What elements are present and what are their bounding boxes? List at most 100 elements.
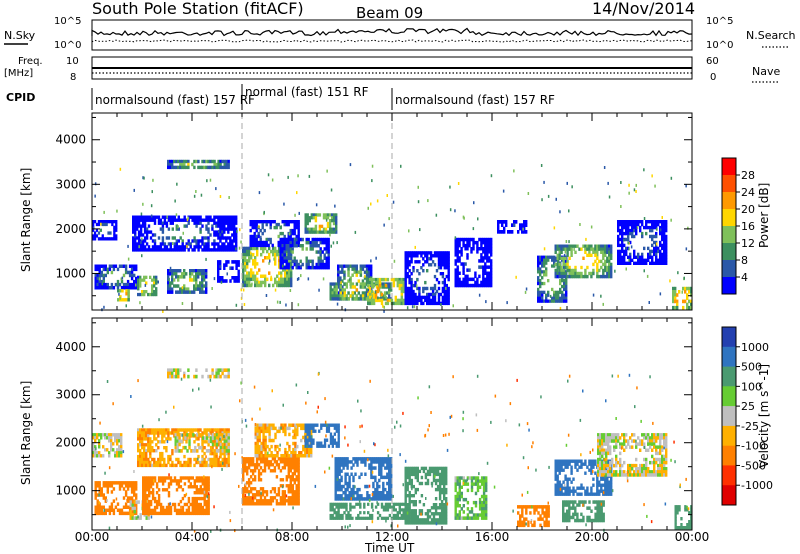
heatmap-cell [291,220,294,224]
heatmap-cell [478,274,481,279]
heatmap-cell [458,283,461,288]
heatmap-cell [416,286,419,291]
scatter-cell [485,300,487,304]
scatter-cell [258,225,260,229]
heatmap-cell [422,301,425,306]
heatmap-cell [340,457,343,461]
heatmap-cell [384,475,387,480]
heatmap-cell [625,246,628,251]
heatmap-cell [663,258,666,262]
heatmap-cell [343,288,346,292]
heatmap-cell [189,215,192,219]
heatmap-cell [260,426,263,431]
heatmap-cell [142,488,145,492]
heatmap-cell [94,286,97,290]
heatmap-cell [175,463,178,468]
heatmap-cell [183,482,187,486]
heatmap-cell [295,484,298,488]
heatmap-cell [199,165,202,170]
heatmap-cell [144,491,147,495]
heatmap-cell [199,505,202,510]
heatmap-cell [484,247,487,251]
heatmap-cell [424,286,427,291]
heatmap-cell [562,259,565,264]
heatmap-cell [219,460,222,465]
heatmap-cell [635,225,638,230]
heatmap-cell [327,262,330,267]
heatmap-cell [153,457,156,462]
scatter-cell [139,301,141,305]
heatmap-cell [193,245,196,249]
heatmap-cell [268,432,271,437]
heatmap-cell [439,266,443,270]
heatmap-cell [171,248,174,252]
heatmap-cell [488,283,491,288]
heatmap-cell [221,242,224,246]
heatmap-cell [288,444,291,449]
heatmap-cell [264,426,267,431]
scatter-cell [186,218,189,222]
heatmap-cell [108,511,112,516]
heatmap-cell [282,268,285,272]
scatter-cell [240,240,242,244]
heatmap-cell [275,460,279,464]
heatmap-cell [335,221,338,226]
heatmap-cell [157,440,160,444]
heatmap-cell [115,220,118,224]
heatmap-cell [148,508,151,513]
heatmap-cell [183,224,186,228]
heatmap-cell [112,448,115,452]
heatmap-cell [277,234,280,239]
heatmap-cell [410,260,413,264]
scatter-cell [340,281,342,285]
heatmap-cell [235,215,238,219]
heatmap-cell [308,451,311,455]
heatmap-cell [235,221,238,225]
heatmap-cell [104,484,107,488]
heatmap-cell [223,221,226,225]
heatmap-cell [297,460,300,464]
heatmap-cell [127,295,130,299]
heatmap-cell [137,463,140,468]
heatmap-cell [196,449,199,453]
heatmap-cell [386,298,390,303]
heatmap-cell [225,162,228,167]
scatter-cell [643,269,645,273]
heatmap-cell [223,218,226,222]
heatmap-cell [98,270,101,275]
heatmap-cell [110,502,114,506]
heatmap-cell [225,368,228,372]
heatmap-cell [281,247,284,251]
heatmap-cell [149,482,153,486]
heatmap-cell [594,244,597,248]
heatmap-cell [621,225,624,230]
heatmap-cell [564,274,567,279]
heatmap-cell [181,159,184,164]
heatmap-cell [174,436,177,440]
heatmap-cell [295,493,298,497]
heatmap-cell [295,234,298,239]
heatmap-cell [103,237,106,241]
heatmap-cell [278,259,281,263]
heatmap-cell [690,299,693,304]
heatmap-cell [338,484,341,489]
heatmap-cell [197,287,200,291]
heatmap-cell [617,249,620,254]
heatmap-cell [251,460,255,464]
heatmap-cell [272,454,275,458]
heatmap-cell [629,261,632,265]
scatter-cell [553,226,556,230]
heatmap-cell [297,502,300,506]
heatmap-cell [147,428,150,432]
heatmap-cell [247,478,251,482]
heatmap-cell [235,263,238,267]
scatter-cell [648,301,650,304]
heatmap-cell [406,257,409,261]
heatmap-cell [229,279,232,283]
heatmap-cell [372,484,375,489]
heatmap-cell [299,237,302,242]
heatmap-cell [429,251,433,255]
heatmap-cell [635,231,638,236]
heatmap-cell [205,227,208,231]
heatmap-cell [250,271,253,275]
